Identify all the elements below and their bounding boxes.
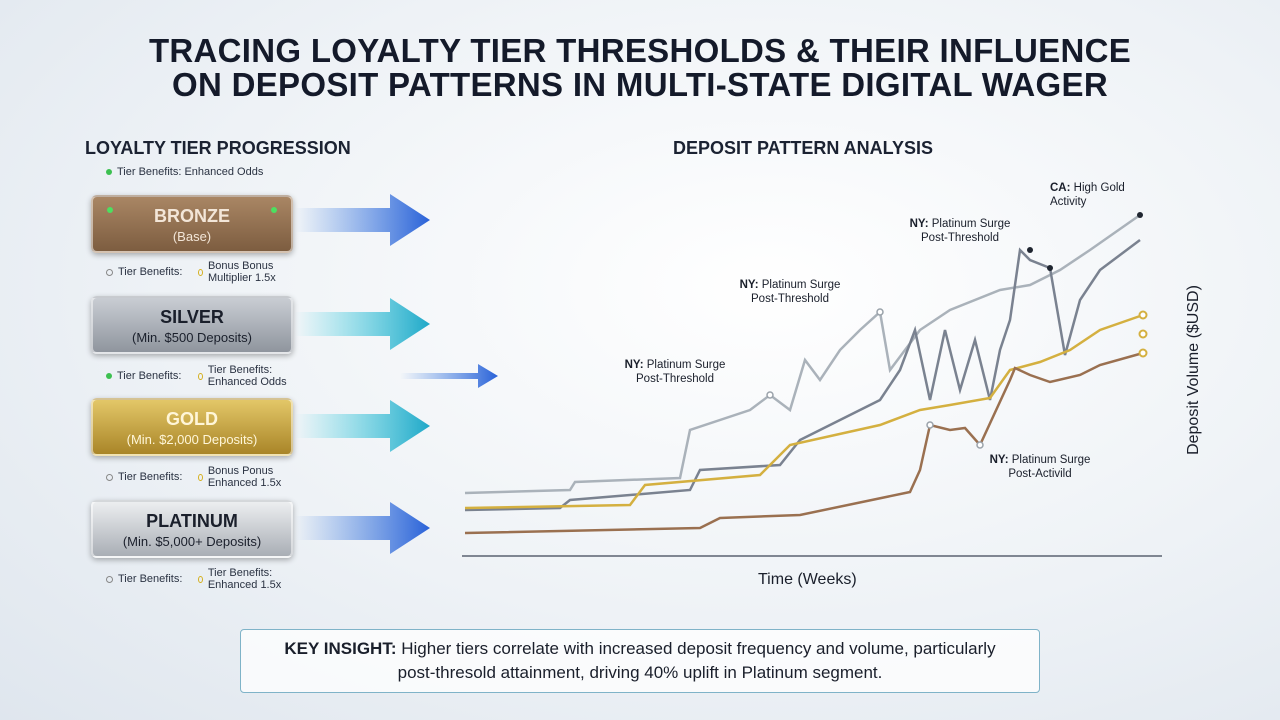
note: Bonus Ponus Enhanced 1.5x [198,465,288,489]
note: Tier Benefits: Enhanced Odds [198,364,288,388]
tier-card: BRONZE (Base) [91,195,293,253]
tier-card: PLATINUM (Min. $5,000+ Deposits) [91,500,293,558]
note: Bonus Bonus Multiplier 1.5x [198,260,288,284]
tier-name: GOLD [166,409,218,429]
note: Tier Benefits: Enhanced 1.5x [198,567,288,591]
tier-card: GOLD (Min. $2,000 Deposits) [91,398,293,456]
title: TRACING LOYALTY TIER THRESHOLDS & THEIR … [0,34,1280,102]
annotation-text: High Gold Activity [1050,182,1125,208]
annotation-text: Platinum Surge Post-Threshold [921,218,1011,244]
annotation-state: NY: [989,454,1009,466]
note-text: Tier Benefits: [118,266,183,278]
tier-card: SILVER (Min. $500 Deposits) [91,296,293,354]
annotation: NY: Platinum Surge Post-Threshold [610,358,740,386]
chart-lines [462,212,1162,557]
note: Tier Benefits: [106,573,182,585]
key-insight: KEY INSIGHT: Higher tiers correlate with… [240,629,1040,693]
tier-arrows [295,194,498,554]
annotation: NY: Platinum Surge Post-Threshold [895,217,1025,245]
annotation-text: Platinum Surge Post-Threshold [751,279,841,305]
note-text: Bonus Ponus Enhanced 1.5x [207,465,282,489]
tier-sub: (Base) [172,229,212,244]
note-text: Tier Benefits: [117,370,182,382]
tier-sub: (Min. $500 Deposits) [132,330,252,345]
note-text: Bonus Bonus Multiplier 1.5x [207,260,276,284]
tier-name: BRONZE [154,206,230,226]
chart-heading: DEPOSIT PATTERN ANALYSIS [673,138,934,158]
annotation-state: CA: [1050,182,1071,194]
annotation-state: NY: [624,359,644,371]
tier-name: SILVER [160,307,224,327]
title-line: ON DEPOSIT PATTERNS IN MULTI-STATE DIGIT… [172,66,1108,103]
note-text: Tier Benefits: Enhanced Odds [207,364,287,388]
annotation-text: Platinum Surge Post-Threshold [636,359,726,385]
annotation: NY: Platinum Surge Post-Threshold [725,278,855,306]
annotation-state: NY: [909,218,929,230]
note: Tier Benefits: [106,266,182,278]
x-axis-label: Time (Weeks) [758,571,857,588]
annotation: CA: High Gold Activity [1050,181,1140,209]
tier-name: PLATINUM [146,511,238,531]
annotation-text: Platinum Surge Post-Activild [1008,454,1091,480]
title-line: TRACING LOYALTY TIER THRESHOLDS & THEIR … [148,32,1132,69]
note: Tier Benefits: [106,370,181,382]
note-text: Tier Benefits: Enhanced Odds [117,166,264,178]
note-text: Tier Benefits: [118,573,183,585]
left-heading: LOYALTY TIER PROGRESSION [85,138,351,158]
annotation-state: NY: [739,279,759,291]
note: Tier Benefits: [106,471,182,483]
note-text: Tier Benefits: Enhanced 1.5x [207,567,282,591]
annotation: NY: Platinum Surge Post-Activild [975,453,1105,481]
insight-text: Higher tiers correlate with increased de… [397,639,996,682]
tier-sub: (Min. $5,000+ Deposits) [122,534,262,549]
insight-label: KEY INSIGHT: [284,639,397,658]
tier-sub: (Min. $2,000 Deposits) [126,432,258,447]
note-text: Tier Benefits: [118,471,183,483]
note: Tier Benefits: Enhanced Odds [106,166,263,178]
y-axis-label: Deposit Volume ($USD) [1185,285,1202,455]
